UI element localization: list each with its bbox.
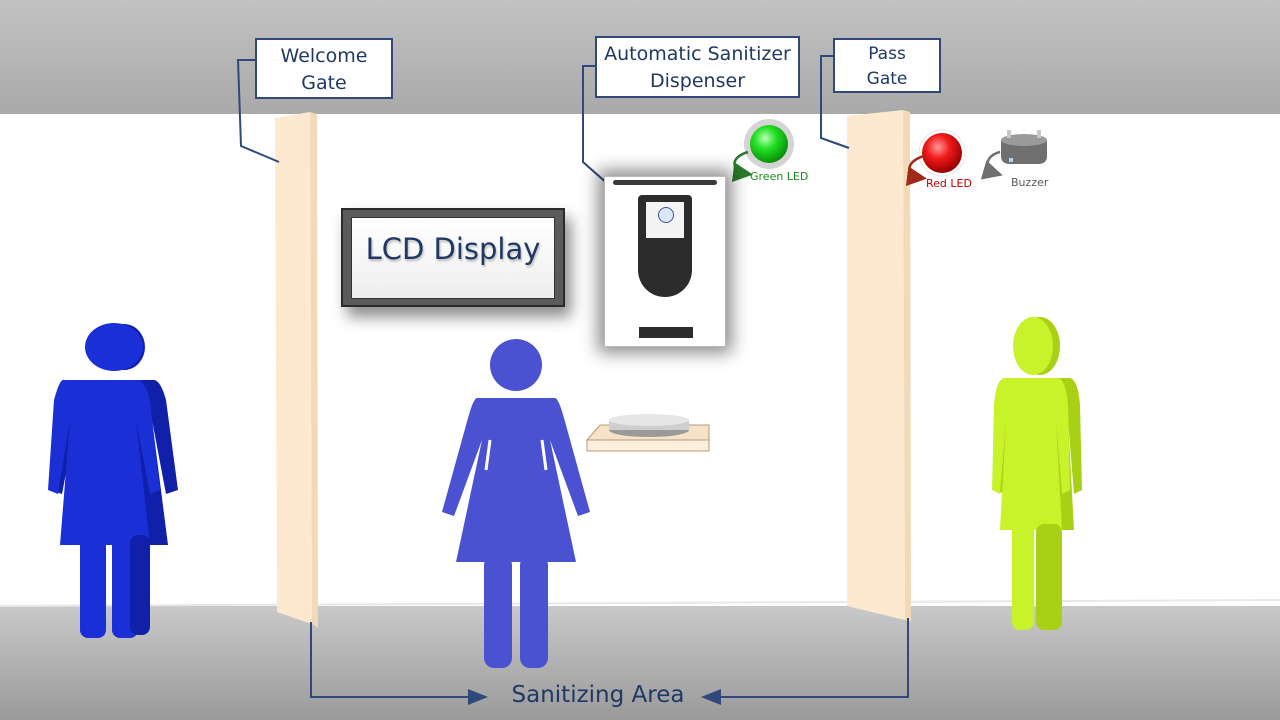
buzzer-icon (980, 130, 1047, 180)
sanitizer-tray (585, 414, 710, 452)
buzzer-label: Buzzer (1011, 176, 1049, 189)
pass-gate-panel (847, 110, 911, 622)
green-led-icon (731, 119, 794, 183)
dispenser-callout: Automatic Sanitizer Dispenser (595, 36, 800, 98)
sanitizer-dispenser-device (604, 176, 726, 347)
sanitizing-area-label: Sanitizing Area (511, 682, 685, 708)
area-arrow-right (701, 618, 909, 705)
welcome-gate-callout: Welcome Gate (255, 38, 393, 99)
dispenser-line1: Automatic Sanitizer (604, 43, 791, 65)
pass-gate-line1: Pass (868, 44, 906, 64)
lcd-display-label: LCD Display (365, 232, 541, 266)
area-arrow-left (310, 622, 488, 705)
pass-gate-leader (820, 55, 850, 149)
dispenser-line2: Dispenser (650, 70, 745, 92)
welcome-gate-leader (236, 59, 280, 163)
person-middle-figure (442, 339, 590, 668)
person-left-figure (48, 323, 178, 638)
floor (0, 606, 1280, 720)
pass-gate-line2: Gate (866, 69, 908, 89)
lcd-display: LCD Display (341, 208, 565, 307)
green-led-label: Green LED (750, 170, 809, 183)
red-led-label: Red LED (926, 177, 972, 190)
welcome-gate-line2: Gate (301, 72, 347, 94)
pass-gate-callout: Pass Gate (833, 38, 941, 93)
welcome-gate-line1: Welcome (280, 45, 368, 67)
lcd-screen: LCD Display (351, 217, 555, 299)
red-led-icon (905, 129, 966, 187)
welcome-gate-panel (275, 112, 318, 628)
dispenser-leader (582, 65, 610, 186)
person-right-figure (992, 317, 1082, 630)
